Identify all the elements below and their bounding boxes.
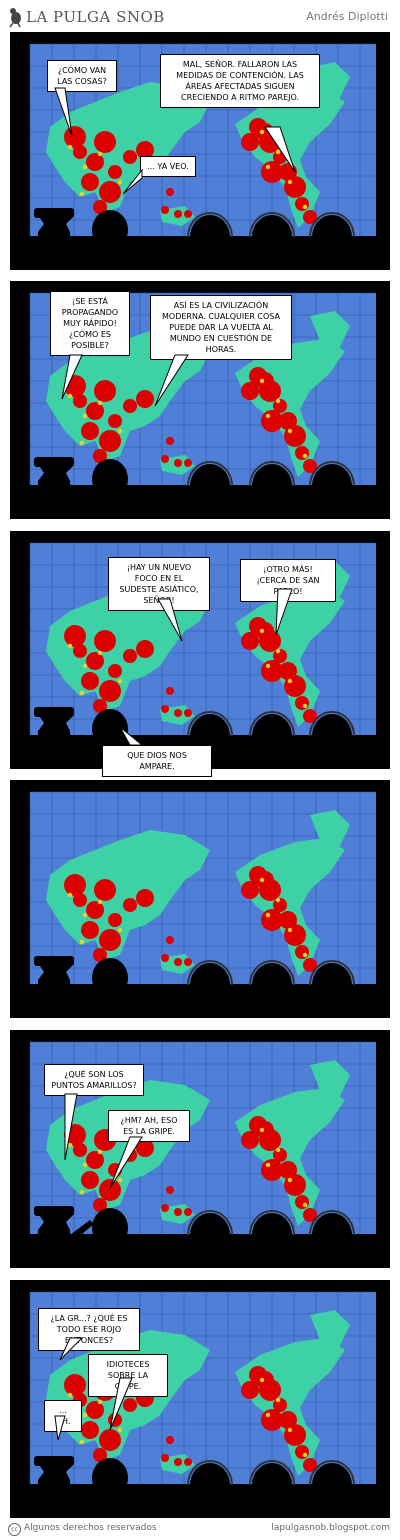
flu-dot (80, 940, 84, 944)
infection-area (184, 958, 192, 966)
general-silhouette (34, 956, 74, 1018)
creative-commons-icon: cc (8, 1523, 21, 1536)
infection-area (241, 881, 259, 899)
infection-area (174, 958, 182, 966)
license-text[interactable]: Algunos derechos reservados (24, 1523, 157, 1533)
flu-dot (98, 900, 102, 904)
infection-area (256, 871, 274, 889)
comic-panel-1: ¿CÓMO VAN LAS COSAS? MAL, SEÑOR. FALLARO… (10, 32, 390, 270)
site-url-link[interactable]: lapulgasnob.blogspot.com (271, 1523, 390, 1533)
flu-dot (68, 893, 72, 897)
site-title[interactable]: LA PULGA SNOB (26, 8, 165, 26)
infection-area (284, 924, 306, 946)
speech-tails (10, 1280, 390, 1518)
comic-panel-3: ¡HAY UN NUEVO FOCO EN EL SUDESTE ASIÁTIC… (10, 531, 390, 769)
header: LA PULGA SNOB Andrés Diplotti (0, 0, 400, 32)
war-room-scene (10, 780, 390, 1018)
flu-dot (260, 878, 264, 882)
flu-dot (83, 913, 87, 917)
speech-tails (10, 531, 390, 769)
comic-panel-4 (10, 780, 390, 1018)
footer: cc Algunos derechos reservados lapulgasn… (0, 1518, 400, 1540)
infection-area (64, 874, 86, 896)
infection-area (261, 909, 283, 931)
infection-area (295, 945, 309, 959)
infection-area (166, 936, 174, 944)
speech-tails (10, 1030, 390, 1268)
comic-panel-5: ¿QUÉ SON LOS PUNTOS AMARILLOS? ¿HM? AH, … (10, 1030, 390, 1268)
speech-tails (10, 32, 390, 270)
infection-area (108, 913, 122, 927)
comic-panel-6: ¿LA GR...? ¿QUÉ ES TODO ESE ROJO ENTONCE… (10, 1280, 390, 1518)
author-name: Andrés Diplotti (306, 10, 388, 23)
flea-logo-icon (7, 6, 23, 28)
infection-area (123, 898, 137, 912)
infection-area (81, 921, 99, 939)
infection-area (94, 879, 116, 901)
flu-dot (288, 928, 292, 932)
flu-dot (303, 953, 307, 957)
infection-area (99, 929, 121, 951)
comic-panel-2: ¡SE ESTÁ PROPAGANDO MUY RÁPIDO! ¿CÓMO ES… (10, 281, 390, 519)
infection-area (136, 889, 154, 907)
flu-dot (266, 913, 270, 917)
flu-dot (118, 928, 122, 932)
flu-dot (276, 898, 280, 902)
speech-tails (10, 281, 390, 519)
infection-area (161, 954, 169, 962)
